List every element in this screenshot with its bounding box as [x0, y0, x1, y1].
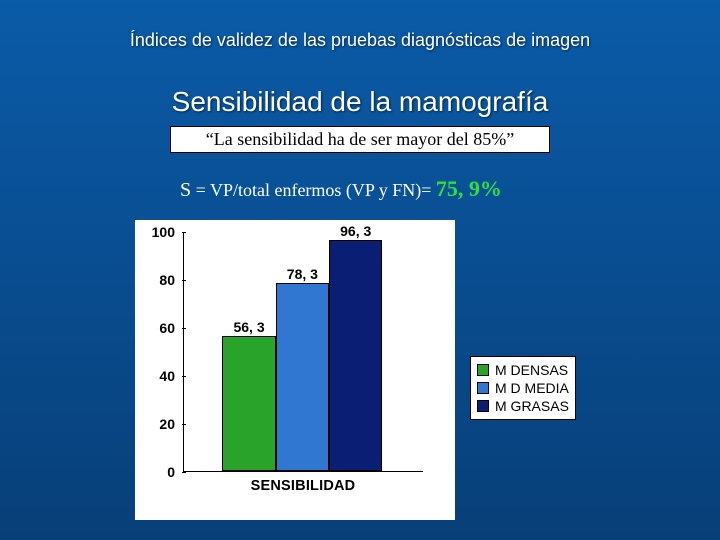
formula-result: 75, 9%	[436, 176, 502, 201]
legend-item: M GRASAS	[477, 397, 569, 415]
bar-value-label: 78, 3	[287, 266, 318, 282]
page-header: Índices de validez de las pruebas diagnó…	[0, 30, 720, 51]
formula-s: S	[180, 179, 191, 201]
legend: M DENSAS M D MEDIA M GRASAS	[470, 356, 576, 420]
ytick	[182, 328, 186, 329]
formula: S = VP/total enfermos (VP y FN)= 75, 9%	[180, 176, 502, 202]
legend-item: M DENSAS	[477, 361, 569, 379]
subtitle-text: Sensibilidad de la mamografía	[172, 86, 549, 117]
legend-item: M D MEDIA	[477, 379, 569, 397]
sensitivity-bar-chart: 02040608010056, 378, 396, 3 SENSIBILIDAD	[135, 220, 455, 520]
ytick-label: 60	[159, 320, 175, 336]
page-subtitle: Sensibilidad de la mamografía	[0, 86, 720, 118]
ytick-label: 80	[159, 272, 175, 288]
bar: 56, 3	[222, 336, 275, 471]
ytick	[182, 376, 186, 377]
ytick	[182, 232, 186, 233]
slide: Índices de validez de las pruebas diagnó…	[0, 0, 720, 540]
bar-group: 56, 378, 396, 3	[222, 240, 382, 471]
quote-text: “La sensibilidad ha de ser mayor del 85%…	[206, 129, 514, 149]
ytick-label: 0	[167, 464, 175, 480]
ytick	[182, 472, 186, 473]
bar: 96, 3	[329, 240, 382, 471]
ytick-label: 40	[159, 368, 175, 384]
bar-value-label: 96, 3	[340, 223, 371, 239]
bar: 78, 3	[276, 283, 329, 471]
legend-swatch	[477, 364, 489, 376]
ytick	[182, 280, 186, 281]
legend-label: M DENSAS	[495, 362, 568, 378]
legend-swatch	[477, 382, 489, 394]
xaxis-label: SENSIBILIDAD	[183, 478, 423, 494]
quote-box: “La sensibilidad ha de ser mayor del 85%…	[170, 126, 550, 153]
header-title-text: Índices de validez de las pruebas diagnó…	[130, 30, 590, 50]
ytick-label: 100	[152, 224, 175, 240]
legend-label: M D MEDIA	[495, 380, 569, 396]
ytick	[182, 424, 186, 425]
formula-body: = VP/total enfermos (VP y FN)=	[191, 180, 436, 200]
legend-swatch	[477, 400, 489, 412]
plot-area: 02040608010056, 378, 396, 3	[183, 232, 423, 472]
bar-value-label: 56, 3	[233, 319, 264, 335]
ytick-label: 20	[159, 416, 175, 432]
legend-label: M GRASAS	[495, 398, 569, 414]
